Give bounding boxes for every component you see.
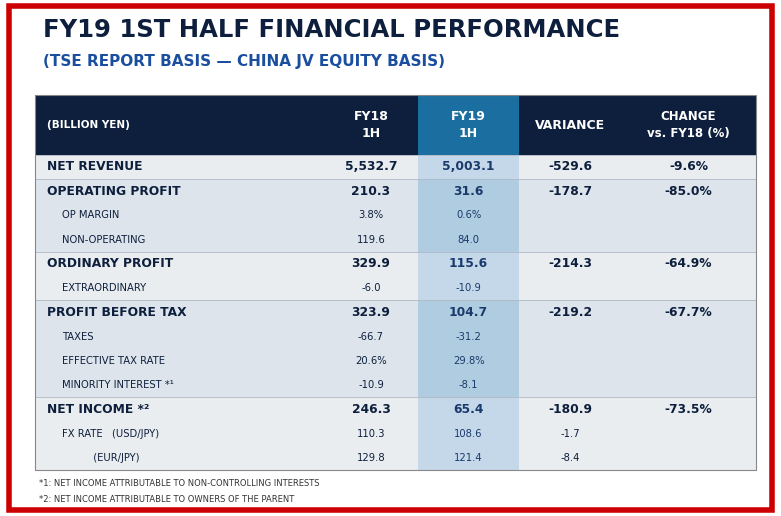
Text: -9.6%: -9.6% bbox=[669, 160, 708, 173]
Bar bbox=[35, 300, 756, 397]
Text: -73.5%: -73.5% bbox=[665, 403, 712, 416]
Text: -529.6: -529.6 bbox=[548, 160, 592, 173]
Text: 329.9: 329.9 bbox=[351, 257, 390, 270]
Bar bbox=[418, 95, 519, 155]
Text: 246.3: 246.3 bbox=[351, 403, 390, 416]
Text: EFFECTIVE TAX RATE: EFFECTIVE TAX RATE bbox=[62, 356, 166, 366]
Text: 3.8%: 3.8% bbox=[358, 211, 383, 220]
Text: TAXES: TAXES bbox=[62, 332, 94, 342]
Text: FY19 1ST HALF FINANCIAL PERFORMANCE: FY19 1ST HALF FINANCIAL PERFORMANCE bbox=[43, 18, 620, 42]
Text: *1: NET INCOME ATTRIBUTABLE TO NON-CONTROLLING INTERESTS: *1: NET INCOME ATTRIBUTABLE TO NON-CONTR… bbox=[39, 479, 319, 488]
Text: *2: NET INCOME ATTRIBUTABLE TO OWNERS OF THE PARENT: *2: NET INCOME ATTRIBUTABLE TO OWNERS OF… bbox=[39, 495, 294, 504]
Bar bbox=[35, 179, 756, 252]
Text: PROFIT BEFORE TAX: PROFIT BEFORE TAX bbox=[47, 306, 187, 319]
Text: 29.8%: 29.8% bbox=[453, 356, 484, 366]
Text: -180.9: -180.9 bbox=[548, 403, 592, 416]
Text: 121.4: 121.4 bbox=[455, 453, 483, 463]
Bar bbox=[418, 397, 519, 470]
Text: -214.3: -214.3 bbox=[548, 257, 592, 270]
Text: 5,532.7: 5,532.7 bbox=[344, 160, 398, 173]
Text: EXTRAORDINARY: EXTRAORDINARY bbox=[62, 283, 147, 293]
Bar bbox=[418, 300, 519, 397]
Text: FY18
1H: FY18 1H bbox=[354, 110, 388, 140]
Bar bbox=[35, 397, 756, 470]
Text: 31.6: 31.6 bbox=[454, 185, 483, 198]
Text: -10.9: -10.9 bbox=[455, 283, 482, 293]
Text: ORDINARY PROFIT: ORDINARY PROFIT bbox=[47, 257, 173, 270]
Text: 5,003.1: 5,003.1 bbox=[442, 160, 495, 173]
Bar bbox=[418, 155, 519, 179]
Text: 84.0: 84.0 bbox=[458, 235, 480, 245]
Bar bbox=[35, 95, 756, 470]
Text: 0.6%: 0.6% bbox=[456, 211, 481, 220]
Text: -8.1: -8.1 bbox=[459, 380, 478, 390]
Bar bbox=[35, 155, 756, 179]
Text: 108.6: 108.6 bbox=[455, 429, 483, 439]
Text: -6.0: -6.0 bbox=[362, 283, 380, 293]
Text: CHANGE
vs. FY18 (%): CHANGE vs. FY18 (%) bbox=[647, 110, 729, 140]
Text: OPERATING PROFIT: OPERATING PROFIT bbox=[47, 185, 180, 198]
Text: -85.0%: -85.0% bbox=[665, 185, 712, 198]
Text: FY19
1H: FY19 1H bbox=[451, 110, 486, 140]
Text: FX RATE   (USD/JPY): FX RATE (USD/JPY) bbox=[62, 429, 159, 439]
Text: OP MARGIN: OP MARGIN bbox=[62, 211, 119, 220]
Text: -1.7: -1.7 bbox=[560, 429, 580, 439]
Text: (EUR/JPY): (EUR/JPY) bbox=[62, 453, 140, 463]
Text: 20.6%: 20.6% bbox=[355, 356, 387, 366]
Text: (TSE REPORT BASIS — CHINA JV EQUITY BASIS): (TSE REPORT BASIS — CHINA JV EQUITY BASI… bbox=[43, 54, 445, 69]
Text: NET REVENUE: NET REVENUE bbox=[47, 160, 142, 173]
Text: -66.7: -66.7 bbox=[358, 332, 384, 342]
Text: 119.6: 119.6 bbox=[357, 235, 385, 245]
Text: 323.9: 323.9 bbox=[351, 306, 390, 319]
Bar bbox=[418, 179, 519, 252]
Text: -10.9: -10.9 bbox=[358, 380, 384, 390]
Bar bbox=[35, 252, 756, 300]
Text: 104.7: 104.7 bbox=[449, 306, 488, 319]
Bar bbox=[35, 95, 756, 155]
Text: 115.6: 115.6 bbox=[449, 257, 488, 270]
Text: 65.4: 65.4 bbox=[454, 403, 483, 416]
Text: 210.3: 210.3 bbox=[351, 185, 390, 198]
Text: NET INCOME *²: NET INCOME *² bbox=[47, 403, 149, 416]
Text: -67.7%: -67.7% bbox=[665, 306, 712, 319]
Text: (BILLION YEN): (BILLION YEN) bbox=[47, 120, 130, 130]
Text: 110.3: 110.3 bbox=[357, 429, 385, 439]
Text: NON-OPERATING: NON-OPERATING bbox=[62, 235, 146, 245]
Bar bbox=[418, 252, 519, 300]
Text: VARIANCE: VARIANCE bbox=[535, 119, 605, 132]
Text: 129.8: 129.8 bbox=[357, 453, 385, 463]
Text: -178.7: -178.7 bbox=[548, 185, 592, 198]
Text: -64.9%: -64.9% bbox=[665, 257, 712, 270]
Text: -8.4: -8.4 bbox=[561, 453, 580, 463]
Text: -31.2: -31.2 bbox=[455, 332, 482, 342]
Text: -219.2: -219.2 bbox=[548, 306, 592, 319]
Text: MINORITY INTEREST *¹: MINORITY INTEREST *¹ bbox=[62, 380, 174, 390]
